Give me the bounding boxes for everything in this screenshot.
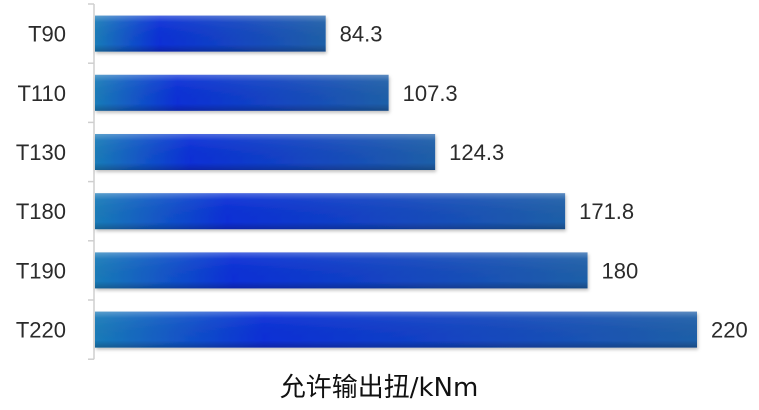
category-label: T90 — [28, 22, 66, 47]
y-axis — [88, 3, 95, 360]
value-label: 84.3 — [340, 22, 383, 47]
bar-t130 — [95, 134, 436, 170]
bar-shine — [95, 193, 566, 230]
category-label: T190 — [16, 258, 66, 283]
bar-shine — [95, 74, 389, 111]
bar-t220 — [95, 311, 697, 348]
category-label: T110 — [17, 81, 66, 106]
bar-t190 — [95, 252, 588, 289]
value-label: 124.3 — [449, 140, 504, 165]
bar-shine — [95, 252, 588, 289]
bar-shine — [95, 15, 326, 52]
bar-t90 — [95, 15, 326, 52]
bars — [95, 15, 697, 348]
x-axis-title: 允许输出扭/kNm — [280, 373, 479, 403]
value-label: 107.3 — [403, 81, 458, 106]
category-label: T130 — [16, 140, 66, 165]
category-label: T220 — [16, 318, 66, 343]
bar-shine — [95, 134, 436, 170]
bar-shine — [95, 311, 697, 348]
value-label: 171.8 — [579, 199, 634, 224]
data-labels: 84.3 107.3 124.3 171.8 180 220 — [340, 22, 748, 343]
bar-t110 — [95, 74, 389, 111]
category-label: T180 — [16, 199, 66, 224]
value-label: 180 — [602, 258, 639, 283]
value-label: 220 — [711, 318, 748, 343]
tick-labels: T90 T110 T130 T180 T190 T220 — [16, 22, 66, 343]
bar-t180 — [95, 193, 566, 230]
